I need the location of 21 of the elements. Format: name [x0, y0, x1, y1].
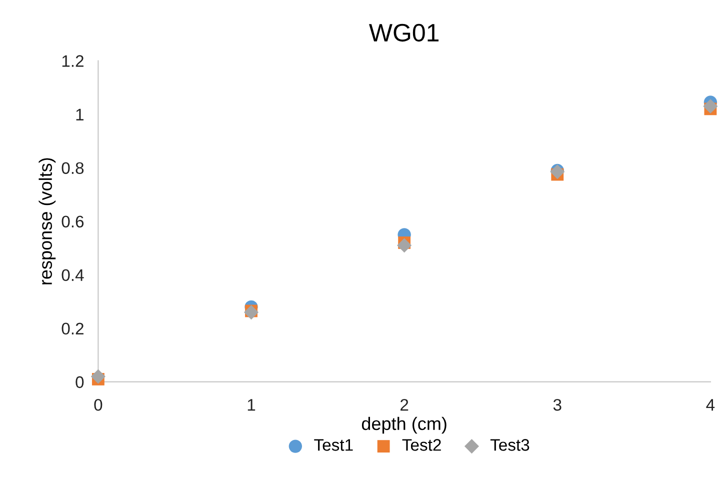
chart-title: WG01: [369, 24, 439, 42]
x-axis-title: depth (cm): [362, 416, 446, 434]
y-tick-label: 0.2: [62, 322, 84, 335]
y-tick-label: 0.6: [62, 216, 84, 228]
y-tick-label: 0.4: [62, 269, 84, 282]
legend-label: Test2: [402, 439, 441, 451]
x-tick-label: 4: [706, 399, 715, 411]
y-tick-label: 1.2: [62, 55, 84, 67]
y-axis-title: response (volts): [38, 158, 56, 284]
x-tick-label: 1: [248, 399, 256, 411]
point: [397, 238, 412, 253]
y-tick-label: 0.8: [62, 162, 84, 174]
x-tick-label: 3: [553, 398, 562, 411]
x-tick-label: 0: [94, 398, 102, 411]
point: [703, 98, 718, 114]
x-tick-label: 2: [400, 398, 408, 411]
point: [90, 369, 106, 384]
y-tick-label: 0: [76, 376, 84, 388]
y-tick-label: 1: [76, 108, 84, 120]
legend-label: Test3: [490, 439, 530, 451]
legend-label: Test1: [314, 439, 353, 451]
